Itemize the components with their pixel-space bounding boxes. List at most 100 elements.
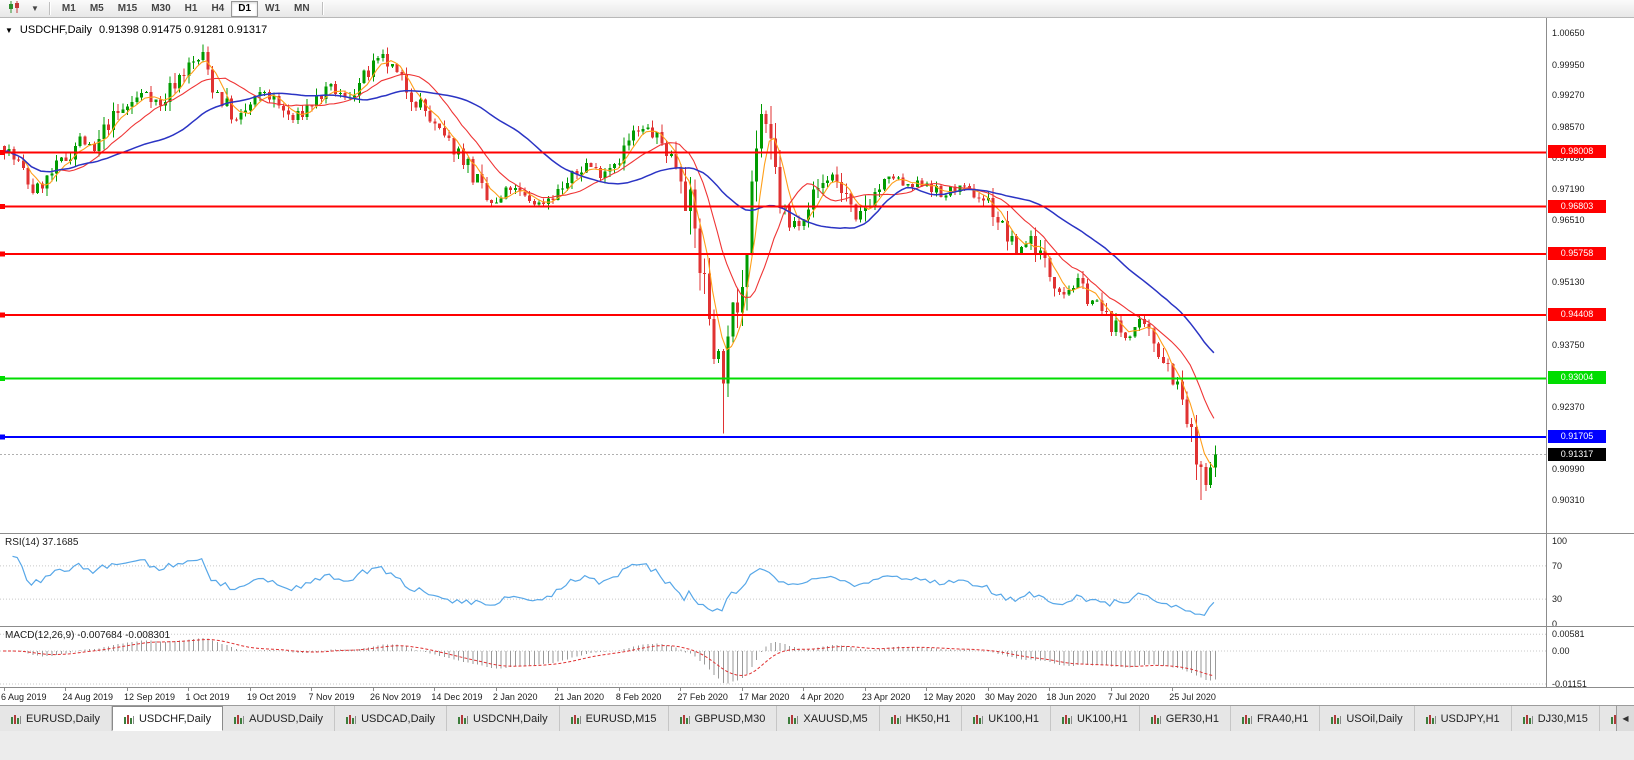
candlestick-chart-icon <box>8 1 21 16</box>
chart-tab-label: GER30,H1 <box>1165 712 1219 725</box>
time-axis-label: 18 Jun 2020 <box>1046 692 1096 702</box>
time-axis-label: 2 Jan 2020 <box>492 692 538 702</box>
time-axis-label: 12 Sep 2019 <box>123 692 176 702</box>
mini-chart-icon <box>1425 714 1436 724</box>
chart-tab-eurusd-daily[interactable]: EURUSD,Daily <box>0 706 112 731</box>
tabs-scroll-left-button[interactable]: ◀ <box>1616 706 1634 731</box>
macd-signal-line <box>3 638 1215 677</box>
chart-tab-dj30-m15[interactable]: DJ30,M15 <box>1511 706 1600 731</box>
chart-title: ▼ USDCHF,Daily 0.91398 0.91475 0.91281 0… <box>5 24 267 36</box>
chart-tab-hk50-h1[interactable]: HK50,H1 <box>879 706 963 731</box>
chart-tab-usdchf-daily[interactable]: USDCHF,Daily <box>111 706 224 731</box>
chart-tab-uk100-h1[interactable]: UK100,H1 <box>1051 706 1140 731</box>
chart-tab-label: USDCNH,Daily <box>473 712 548 725</box>
candlestick-chart-button[interactable] <box>3 1 26 17</box>
chart-symbol-period: USDCHF,Daily <box>19 24 93 36</box>
timeframe-button-m15[interactable]: M15 <box>111 1 144 17</box>
axis-tick-label: 0.00581 <box>1552 629 1585 640</box>
axis-tick-label: 0.99950 <box>1552 59 1585 70</box>
toolbar-separator <box>321 2 323 15</box>
time-axis-label: 25 Jul 2020 <box>1169 692 1216 702</box>
chart-tab-label: EURUSD,Daily <box>26 712 100 725</box>
price-badge: 0.95758 <box>1548 246 1606 260</box>
axis-tick-label: 0.90990 <box>1552 464 1585 475</box>
bottom-filler <box>0 731 1634 760</box>
time-axis-label: 24 Aug 2019 <box>62 692 114 702</box>
time-axis-label: 21 Jan 2020 <box>554 692 604 702</box>
mini-chart-icon <box>123 714 134 724</box>
macd-canvas[interactable] <box>0 627 1546 687</box>
chart-tab-usdcad-daily[interactable]: USDCAD,Daily <box>335 706 448 731</box>
time-axis-tick <box>618 688 620 691</box>
chart-tab-label: AUDUSD,Daily <box>249 712 324 725</box>
chart-tab-bar: EURUSD,Daily USDCHF,Daily AUDUSD,Daily USDC… <box>0 705 1634 731</box>
time-axis-label: 4 Apr 2020 <box>800 692 844 702</box>
timeframe-button-h1[interactable]: H1 <box>178 1 205 17</box>
timeframe-button-h4[interactable]: H4 <box>204 1 231 17</box>
chart-tab-uk100-h1[interactable]: UK100,H1 <box>962 706 1052 731</box>
price-badge: 0.94408 <box>1548 307 1606 321</box>
time-axis-tick <box>864 688 866 691</box>
axis-tick-label: 30 <box>1552 594 1563 605</box>
chart-tab-fra40-h1[interactable]: FRA40,H1 <box>1230 706 1321 731</box>
chart-tab-xauusd-m5[interactable]: XAUUSD,M5 <box>777 706 880 731</box>
price-badge: 0.96803 <box>1548 199 1606 213</box>
time-axis-label: 8 Feb 2020 <box>615 692 662 702</box>
collapse-triangle-icon[interactable]: ▼ <box>5 25 13 35</box>
chart-tab-usdjpy-h1[interactable]: USDJPY,H1 <box>1414 706 1512 731</box>
time-axis-tick <box>1049 688 1051 691</box>
timeframe-button-m5[interactable]: M5 <box>83 1 111 17</box>
chart-tab-china300-h4[interactable]: CHINA300,H4 <box>1599 706 1616 731</box>
mini-chart-icon <box>570 714 581 724</box>
rsi-panel[interactable]: RSI(14) 37.1685 100 70 30 0 <box>0 533 1634 626</box>
moving-averages-layer <box>2 59 1215 469</box>
timeframe-button-m30[interactable]: M30 <box>144 1 177 17</box>
timeframe-button-d1[interactable]: D1 <box>231 0 259 17</box>
time-axis-label: 7 Jul 2020 <box>1107 692 1150 702</box>
chart-type-dropdown[interactable]: ▼ <box>26 1 44 17</box>
chart-tab-label: EURUSD,M15 <box>585 712 657 725</box>
axis-tick-label: 70 <box>1552 560 1563 571</box>
main-chart-panel[interactable]: ▼ USDCHF,Daily 0.91398 0.91475 0.91281 0… <box>0 18 1634 533</box>
axis-tick-label: 0 <box>1552 619 1558 626</box>
chart-tab-label: USOil,Daily <box>1346 712 1403 725</box>
timeframe-button-w1[interactable]: W1 <box>258 1 287 17</box>
chart-tab-audusd-daily[interactable]: AUDUSD,Daily <box>223 706 336 731</box>
time-axis-label: 1 Oct 2019 <box>185 692 230 702</box>
axis-tick-label: 0.96510 <box>1552 214 1585 225</box>
macd-panel[interactable]: MACD(12,26,9) -0.007684 -0.008301 0.0058… <box>0 626 1634 687</box>
chart-tabs: EURUSD,Daily USDCHF,Daily AUDUSD,Daily USDC… <box>0 706 1616 731</box>
chart-tab-eurusd-m15[interactable]: EURUSD,M15 <box>559 706 669 731</box>
time-axis-tick <box>249 688 251 691</box>
chart-tab-label: HK50,H1 <box>905 712 951 725</box>
timeframe-button-mn[interactable]: MN <box>287 1 317 17</box>
price-chart-canvas[interactable] <box>0 18 1546 533</box>
chart-tab-label: GBPUSD,M30 <box>694 712 766 725</box>
axis-tick-label: 0.99270 <box>1552 90 1585 101</box>
mini-chart-icon <box>788 714 799 724</box>
price-axis[interactable]: 1.006500.999500.992700.985700.978900.971… <box>1546 18 1634 533</box>
price-badge: 0.98008 <box>1548 145 1606 159</box>
time-axis[interactable]: 6 Aug 2019 24 Aug 2019 12 Sep 2019 1 Oct 20… <box>0 687 1634 705</box>
time-axis-tick <box>557 688 559 691</box>
timeframe-button-m1[interactable]: M1 <box>55 1 83 17</box>
time-axis-label: 27 Feb 2020 <box>677 692 728 702</box>
chart-tab-usdcnh-daily[interactable]: USDCNH,Daily <box>447 706 560 731</box>
chart-window: ▼ USDCHF,Daily 0.91398 0.91475 0.91281 0… <box>0 18 1634 705</box>
rsi-label: RSI(14) 37.1685 <box>5 537 79 548</box>
chart-tab-usoil-daily[interactable]: USOil,Daily <box>1320 706 1415 731</box>
time-axis-label: 30 May 2020 <box>984 692 1037 702</box>
chart-tab-gbpusd-m30[interactable]: GBPUSD,M30 <box>668 706 778 731</box>
axis-tick-label: 100 <box>1552 536 1568 546</box>
rsi-line <box>12 555 1215 616</box>
axis-tick-label: 0.92370 <box>1552 401 1585 412</box>
rsi-canvas[interactable] <box>0 534 1546 626</box>
time-axis-label: 19 Oct 2019 <box>246 692 296 702</box>
mini-chart-icon <box>1062 714 1073 724</box>
price-badge: 0.93004 <box>1548 371 1606 385</box>
axis-tick-label: 0.00 <box>1552 646 1570 656</box>
time-axis-tick <box>311 688 313 691</box>
time-axis-tick <box>680 688 682 691</box>
chart-tab-label: FRA40,H1 <box>1256 712 1309 725</box>
chart-tab-ger30-h1[interactable]: GER30,H1 <box>1139 706 1231 731</box>
